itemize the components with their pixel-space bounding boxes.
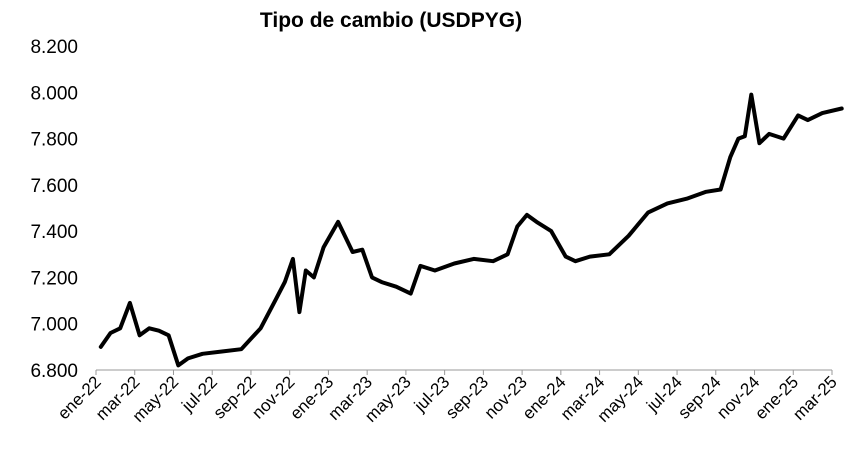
- y-tick-label: 8.000: [30, 83, 78, 104]
- x-tick-label: sep-23: [442, 372, 492, 422]
- x-tick-label: mar-25: [789, 372, 841, 424]
- y-tick-label: 7.600: [30, 176, 78, 197]
- y-tick-label: 7.000: [30, 315, 78, 336]
- chart-title: Tipo de cambio (USDPYG): [260, 9, 522, 32]
- x-axis-ticks: ene-22mar-22may-22jul-22sep-22nov-22ene-…: [54, 370, 841, 426]
- y-tick-label: 7.400: [30, 222, 78, 243]
- y-tick-label: 8.200: [30, 37, 78, 58]
- x-tick-label: sep-24: [674, 372, 724, 422]
- y-tick-label: 7.200: [30, 268, 78, 289]
- y-axis-ticks: 6.800 7.000 7.200 7.400 7.600 7.800 8.000 8.200: [30, 37, 78, 382]
- usdpyg-series-line: [98, 92, 844, 368]
- y-tick-label: 6.800: [30, 361, 78, 382]
- y-tick-label: 7.800: [30, 130, 78, 151]
- x-tick-label: sep-22: [210, 372, 260, 422]
